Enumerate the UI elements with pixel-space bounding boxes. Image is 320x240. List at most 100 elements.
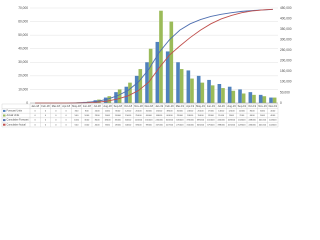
table-value: 59000 — [135, 124, 142, 126]
table-value: 60000 — [125, 120, 132, 122]
table-value: 240000 — [156, 120, 164, 122]
table-value: 25000 — [135, 115, 142, 117]
x-tick-label: Mar-19 — [176, 104, 185, 108]
data-table — [1, 103, 279, 128]
table-value: 7000 — [239, 115, 245, 117]
bar — [252, 94, 256, 103]
table-value: 441000 — [259, 120, 267, 122]
table-value: 444000 — [269, 124, 277, 126]
bar — [217, 84, 222, 103]
table-value: 4000 — [270, 110, 276, 112]
table-value: 160000 — [145, 120, 153, 122]
x-tick-label: Oct-18 — [124, 104, 132, 108]
table-value: 398000 — [218, 124, 226, 126]
bar — [114, 92, 118, 103]
bar — [128, 82, 132, 103]
x-tick-label: Dec-18 — [145, 104, 154, 108]
table-value: 310000 — [187, 124, 195, 126]
bar — [179, 69, 184, 103]
table-value: 9000 — [229, 115, 235, 117]
table-value: 24000 — [187, 110, 194, 112]
chart: 0 10,000 20,000 30,000 40,000 50,000 60,000 70,… — [1, 6, 292, 128]
y2-tick-label: 250,000 — [280, 48, 292, 52]
bar — [148, 48, 153, 103]
table-value: 4000 — [95, 124, 101, 126]
table-value: 3000 — [84, 120, 90, 122]
page: 0 10,000 20,000 30,000 40,000 50,000 60,000 70,… — [1, 5, 292, 128]
legend-label: Cumulative Forecast — [7, 119, 29, 122]
table-value: 428000 — [238, 124, 246, 126]
table-value: 8000 — [115, 110, 121, 112]
bar — [196, 75, 201, 103]
table-value: 0 — [66, 110, 68, 112]
table-value: 0 — [55, 120, 57, 122]
bar — [238, 89, 242, 103]
table-value: 5000 — [260, 115, 266, 117]
table-value: 0 — [55, 110, 57, 112]
y2-tick-label: 100,000 — [280, 80, 292, 84]
table-value: 18000 — [104, 120, 111, 122]
line — [35, 8, 273, 104]
table-value: 300 — [75, 110, 79, 112]
table-value: 345000 — [176, 120, 184, 122]
x-tick-label: Sep-18 — [114, 104, 123, 108]
y-tick-label: 40,000 — [18, 47, 28, 51]
table-value: 30000 — [177, 110, 184, 112]
table-value: 15000 — [125, 115, 132, 117]
x-tick-label: Feb-19 — [165, 104, 174, 108]
table-value: 8000 — [95, 120, 101, 122]
x-tick-label: Jun-19 — [207, 104, 215, 108]
table-value: 428000 — [228, 120, 236, 122]
legend-key — [3, 119, 6, 122]
table-value: 438000 — [249, 120, 257, 122]
x-tick-label: Apr-19 — [186, 104, 194, 108]
table-value: 38000 — [166, 110, 173, 112]
table-value: 0 — [66, 115, 68, 117]
bar — [165, 51, 170, 103]
y2-tick-label: 200,000 — [280, 59, 292, 63]
bar — [210, 85, 215, 103]
table-value: 434000 — [238, 120, 246, 122]
x-tick-label: Sep-19 — [238, 104, 247, 108]
table-value: 436000 — [249, 124, 257, 126]
table-value: 0 — [35, 120, 37, 122]
x-tick-label: Dec-19 — [269, 104, 278, 108]
y-tick-label: 20,000 — [18, 74, 28, 78]
table-value: 20000 — [135, 110, 142, 112]
table-value: 34000 — [125, 124, 132, 126]
x-tick-label: Jul-18 — [94, 104, 102, 108]
legend-key — [3, 109, 6, 112]
table-value: 270000 — [176, 124, 184, 126]
table-value: 0 — [55, 124, 57, 126]
bar — [241, 93, 246, 103]
table-value: 375000 — [207, 124, 215, 126]
table-value: 40000 — [146, 115, 153, 117]
table-value: 5000 — [105, 115, 111, 117]
y2-tick-label: 400,000 — [280, 16, 292, 20]
table-value: 0 — [66, 124, 68, 126]
bar — [155, 41, 160, 103]
x-tick-label: Nov-18 — [134, 104, 143, 108]
y-tick-label: 0 — [26, 101, 28, 105]
table-value: 60000 — [166, 115, 173, 117]
bar — [186, 70, 191, 103]
bar — [138, 69, 143, 103]
bar — [231, 90, 236, 103]
table-value: 4000 — [270, 115, 276, 117]
table-value: 100000 — [135, 120, 143, 122]
x-tick-label: Jun-18 — [83, 104, 91, 108]
table-value: 2500 — [95, 115, 101, 117]
legend-key — [3, 114, 6, 117]
table-value: 300000 — [166, 120, 174, 122]
table-value: 0 — [35, 115, 37, 117]
x-tick-label: Oct-19 — [248, 104, 256, 108]
table-value: 10000 — [239, 110, 246, 112]
bar — [272, 97, 277, 103]
x-tick-label: Aug-18 — [103, 104, 112, 108]
table-value: 11000 — [218, 115, 225, 117]
table-value: 0 — [45, 115, 47, 117]
table-value: 0 — [45, 120, 47, 122]
table-value: 6000 — [260, 110, 266, 112]
table-value: 395000 — [197, 120, 205, 122]
table-value: 500 — [75, 115, 79, 117]
